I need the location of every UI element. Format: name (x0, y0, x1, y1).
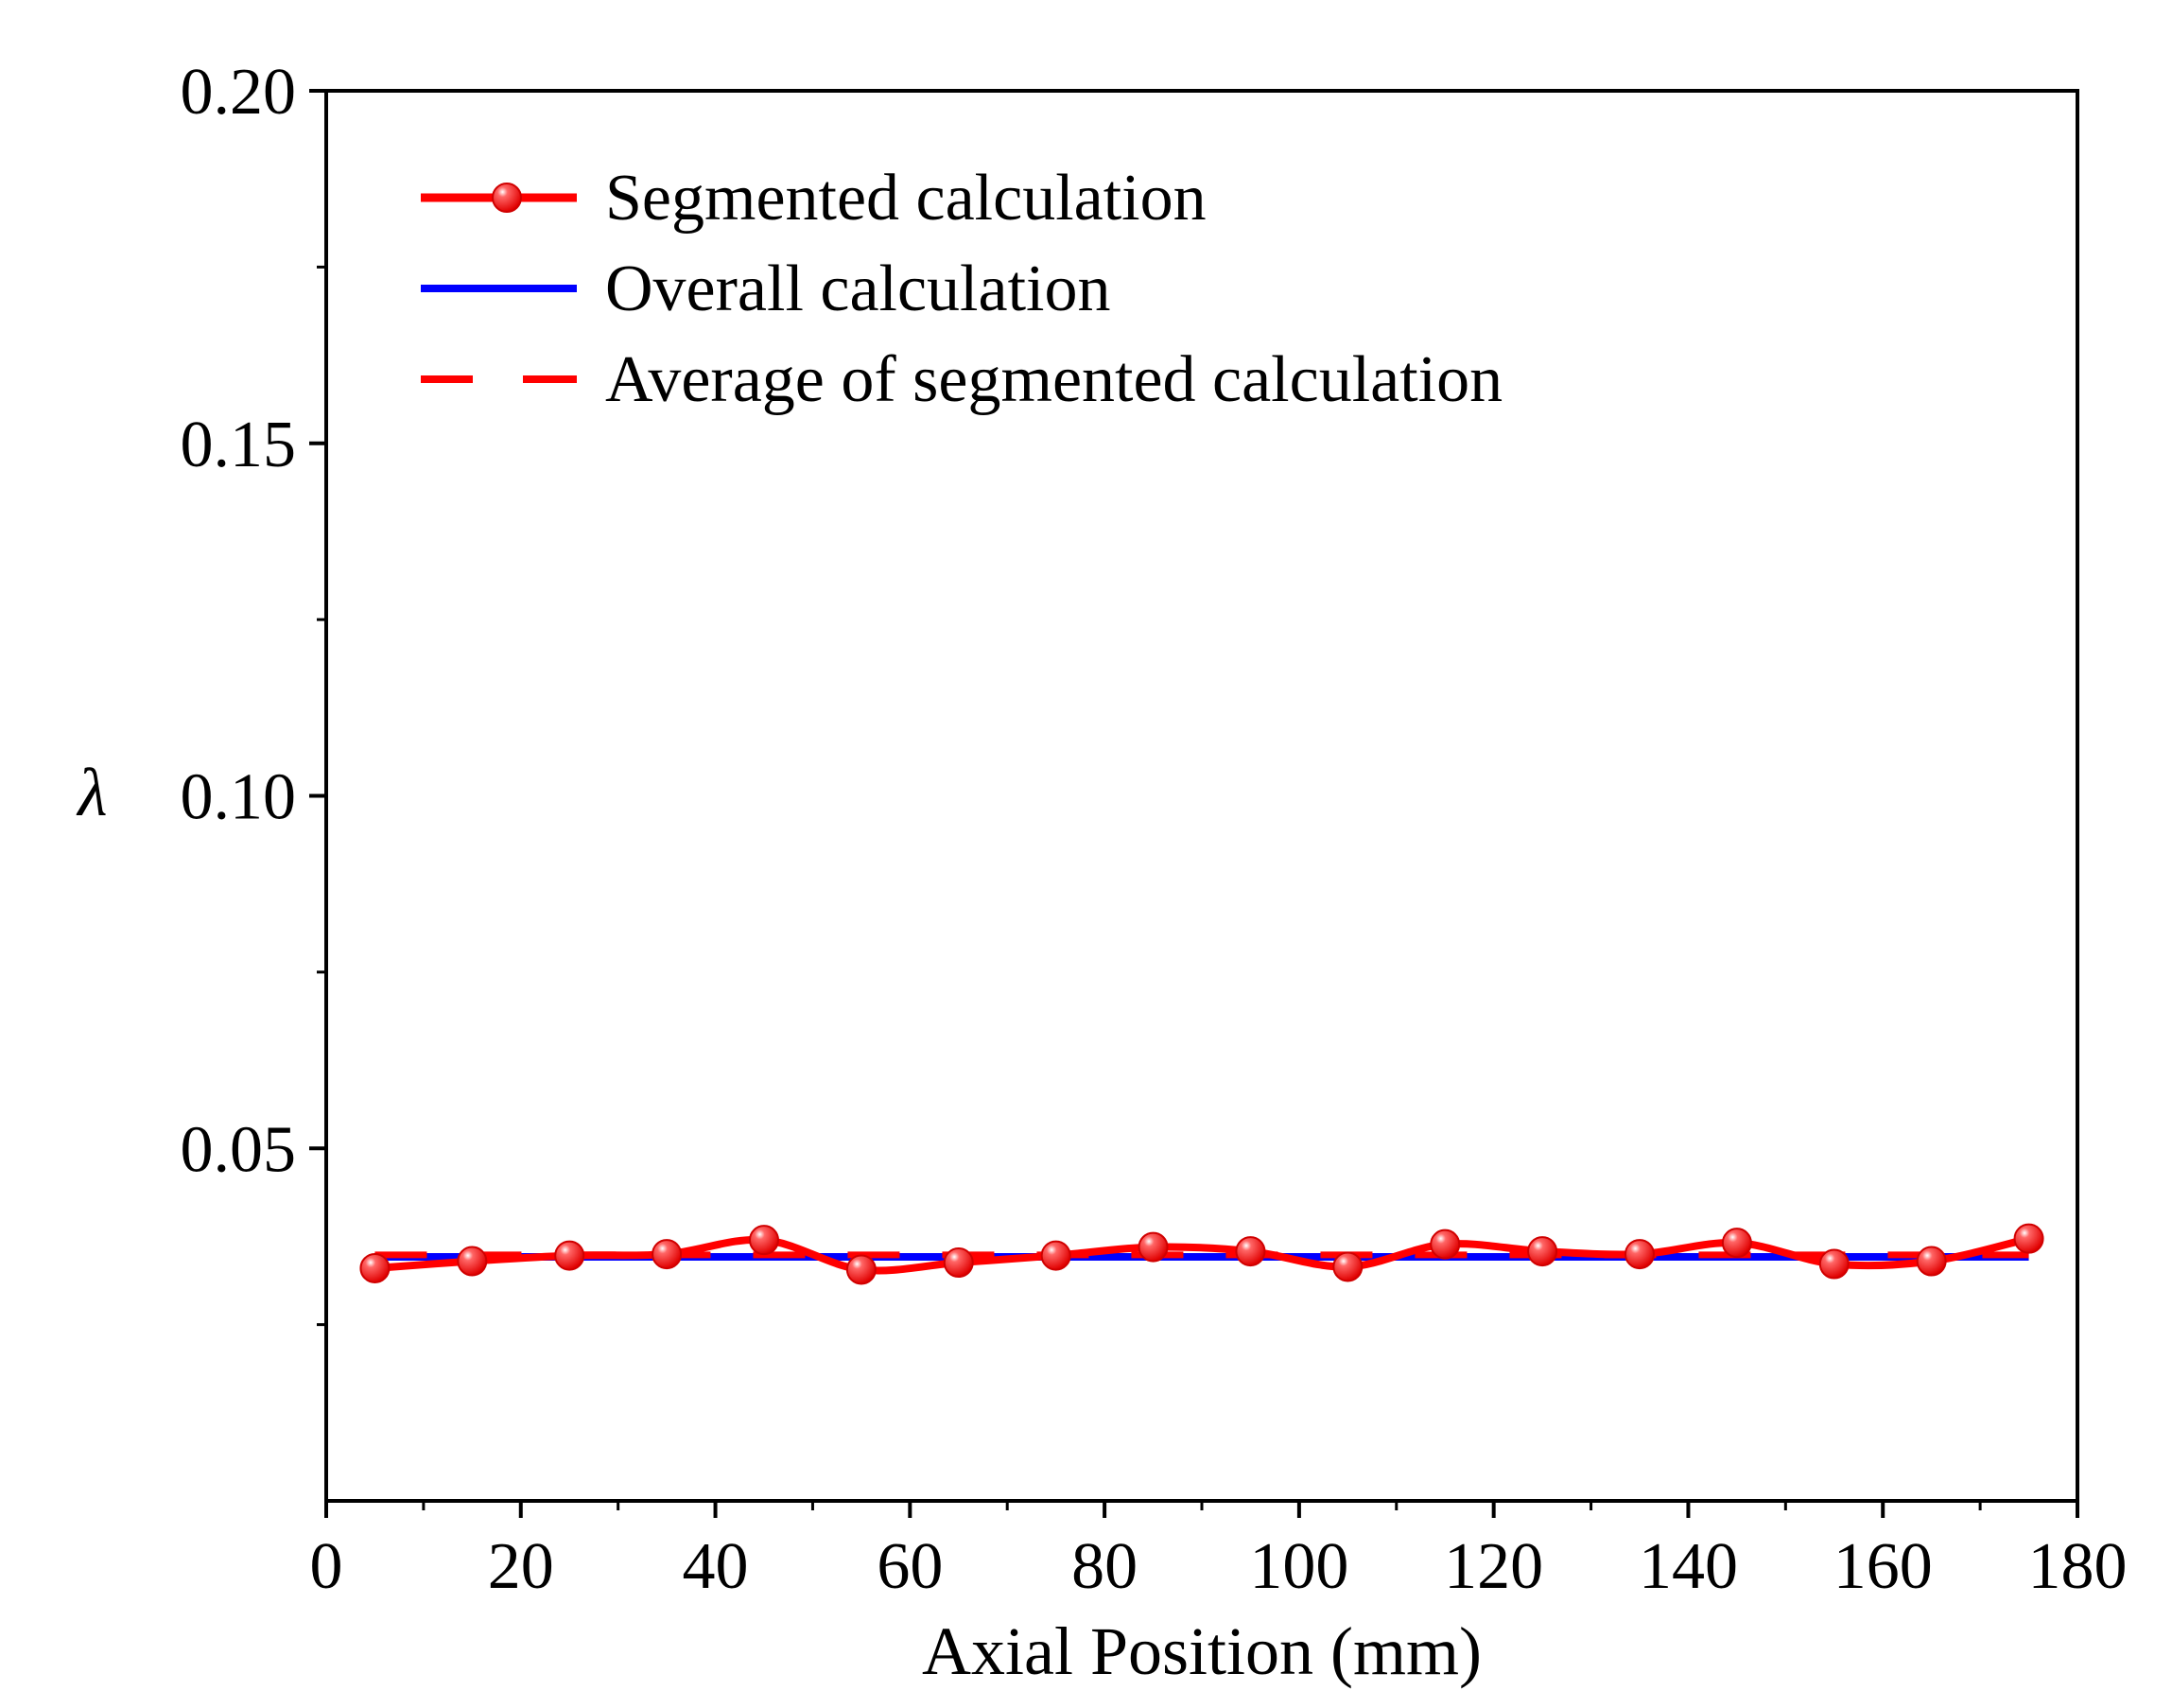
x-axis-ticks (324, 1501, 2079, 1518)
series-segmented-point (1430, 1229, 1461, 1260)
plot-frame (324, 89, 2079, 1503)
legend: Segmented calculation Overall calculatio… (421, 162, 1503, 416)
legend-label-segmented: Segmented calculation (605, 162, 1207, 235)
x-tick-label: 40 (683, 1530, 749, 1603)
y-axis-title: λ (76, 755, 107, 830)
y-axis-ticks (309, 89, 326, 1327)
series-segmented-point (1527, 1236, 1558, 1267)
series-segmented-point (749, 1225, 779, 1256)
x-tick-label: 20 (488, 1530, 554, 1603)
x-tick-label: 80 (1071, 1530, 1138, 1603)
legend-swatch-segmented-marker (492, 183, 522, 213)
series-segmented-point (1818, 1248, 1850, 1280)
series-layer (359, 1223, 2044, 1285)
x-axis-title: Axial Position (mm) (922, 1613, 1482, 1689)
series-segmented-point (1916, 1246, 1947, 1277)
legend-item-average: Average of segmented calculation (421, 343, 1503, 416)
x-tick-label: 180 (2028, 1530, 2128, 1603)
x-tick-label: 140 (1639, 1530, 1738, 1603)
x-tick-label: 160 (1833, 1530, 1933, 1603)
x-tick-label: 120 (1444, 1530, 1543, 1603)
x-tick-label: 100 (1249, 1530, 1348, 1603)
series-segmented-point (2013, 1223, 2044, 1254)
series-segmented-point (845, 1254, 877, 1285)
y-tick-label: 0.05 (181, 1113, 297, 1186)
x-tick-label: 0 (310, 1530, 343, 1603)
series-segmented-point (1138, 1231, 1169, 1263)
x-tick-label: 60 (877, 1530, 943, 1603)
y-tick-label: 0.20 (181, 56, 297, 129)
series-segmented-point (359, 1252, 391, 1283)
series-segmented-point (1625, 1239, 1655, 1270)
legend-item-segmented: Segmented calculation (421, 162, 1207, 235)
series-segmented-point (652, 1239, 683, 1270)
legend-label-overall: Overall calculation (605, 253, 1110, 325)
series-segmented-point (457, 1246, 488, 1277)
series-segmented-point (1040, 1240, 1071, 1271)
legend-item-overall: Overall calculation (421, 253, 1110, 325)
series-segmented-point (1235, 1236, 1266, 1267)
y-tick-label: 0.15 (181, 409, 297, 481)
x-axis-tick-labels: 0 20 40 60 80 100 120 140 160 180 (310, 1530, 2128, 1603)
legend-label-average: Average of segmented calculation (605, 343, 1503, 416)
y-tick-label: 0.10 (181, 761, 297, 834)
series-segmented-point (943, 1247, 974, 1279)
series-segmented-point (554, 1240, 585, 1271)
series-segmented-point (1721, 1228, 1752, 1259)
series-segmented-point (1332, 1251, 1364, 1282)
y-axis-tick-labels: 0.05 0.10 0.15 0.20 (181, 56, 297, 1186)
